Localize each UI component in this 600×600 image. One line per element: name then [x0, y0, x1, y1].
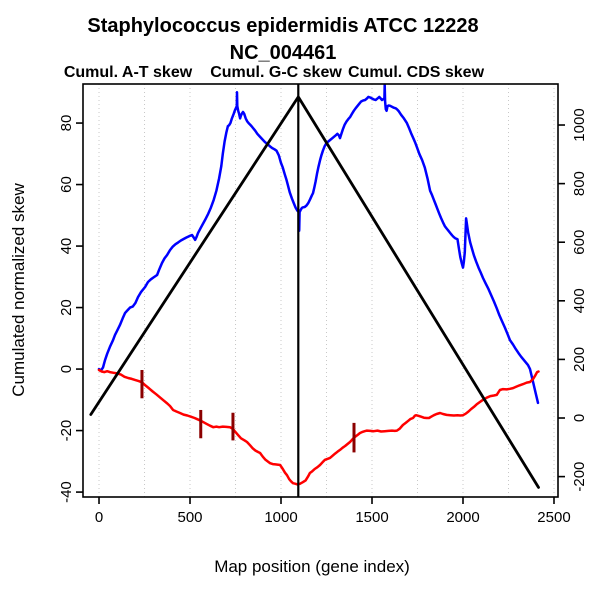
- cds-skew-line: [89, 95, 540, 489]
- left-tick-label: -20: [58, 420, 75, 442]
- plot-border: [82, 83, 559, 498]
- x-axis-title: Map position (gene index): [214, 557, 410, 576]
- legend-gc-skew: Cumul. G-C skew: [210, 64, 342, 81]
- left-tick-label: 80: [58, 115, 75, 132]
- chart-subtitle: NC_004461: [230, 42, 337, 64]
- right-y-axis: -200 0 200 400 600 800 1000: [558, 108, 588, 492]
- right-tick-label: 0: [571, 414, 588, 422]
- gridlines: [98, 84, 555, 497]
- chart-title: Staphylococcus epidermidis ATCC 12228: [87, 15, 478, 37]
- left-tick-label: -40: [58, 481, 75, 503]
- legend-at-skew: Cumul. A-T skew: [64, 64, 193, 81]
- x-tick-label: 2000: [446, 509, 479, 526]
- left-y-axis: -40 -20 0 20 40 60 80: [58, 115, 83, 503]
- at-skew-line: [97, 368, 540, 486]
- right-tick-label: 200: [571, 347, 588, 372]
- gc-skew-line: [97, 83, 540, 405]
- left-y-axis-title: Cumulated normalized skew: [9, 183, 28, 397]
- data-series: [89, 83, 540, 489]
- x-tick-label: 2500: [537, 509, 570, 526]
- x-tick-label: 1000: [264, 509, 297, 526]
- x-tick-label: 0: [95, 509, 103, 526]
- x-tick-label: 1500: [355, 509, 388, 526]
- left-tick-label: 0: [58, 365, 75, 373]
- right-tick-label: 800: [571, 171, 588, 196]
- x-tick-label: 500: [177, 509, 202, 526]
- red-interval-markers: [140, 369, 356, 453]
- right-tick-label: 400: [571, 288, 588, 313]
- right-tick-label: 600: [571, 230, 588, 255]
- left-tick-label: 60: [58, 176, 75, 193]
- legend-cds-skew: Cumul. CDS skew: [348, 64, 485, 81]
- right-tick-label: -200: [571, 462, 588, 492]
- x-axis: 0 500 1000 1500 2000 2500: [95, 497, 571, 526]
- left-tick-label: 20: [58, 299, 75, 316]
- right-tick-label: 1000: [571, 108, 588, 141]
- left-tick-label: 40: [58, 238, 75, 255]
